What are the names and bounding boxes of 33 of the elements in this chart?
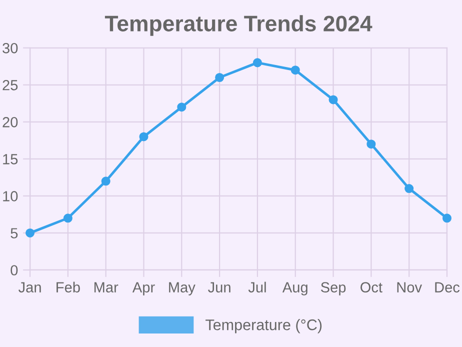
point bbox=[404, 184, 414, 194]
point bbox=[26, 228, 35, 238]
point bbox=[139, 132, 148, 142]
x-tick-label: Oct bbox=[360, 282, 382, 292]
point bbox=[290, 66, 300, 75]
x-tick-label: Sep bbox=[320, 282, 346, 296]
point bbox=[442, 214, 452, 223]
x-tick-label: Jan bbox=[18, 282, 41, 292]
x-tick-label: Jun bbox=[208, 282, 230, 292]
x-tick-label: Jul bbox=[248, 282, 266, 292]
point bbox=[215, 72, 224, 82]
y-tick-label: 30 bbox=[2, 42, 18, 54]
y-tick-label: 15 bbox=[3, 154, 18, 164]
x-tick-label: Apr bbox=[132, 282, 155, 296]
point bbox=[328, 95, 338, 104]
y-tick-label: 20 bbox=[2, 117, 18, 128]
x-tick-label: May bbox=[169, 282, 196, 296]
x-tick-label: Aug bbox=[282, 282, 308, 296]
x-tick-label: Mar bbox=[94, 282, 118, 292]
x-tick-label: Nov bbox=[397, 282, 422, 292]
point bbox=[366, 140, 376, 149]
point bbox=[252, 58, 262, 68]
y-tick-label: 5 bbox=[10, 228, 18, 238]
point bbox=[177, 102, 186, 112]
point bbox=[101, 176, 110, 186]
x-tick-label: Dec bbox=[435, 282, 460, 292]
legend-label: Temperature (°C) bbox=[206, 319, 322, 334]
y-tick-label: 25 bbox=[2, 80, 18, 90]
x-tick-label: Feb bbox=[56, 282, 80, 292]
y-tick-label: 0 bbox=[10, 265, 18, 276]
y-tick-label: 10 bbox=[3, 191, 18, 202]
point bbox=[63, 214, 72, 223]
chart-title: Temperature Trends 2024 bbox=[104, 15, 372, 36]
